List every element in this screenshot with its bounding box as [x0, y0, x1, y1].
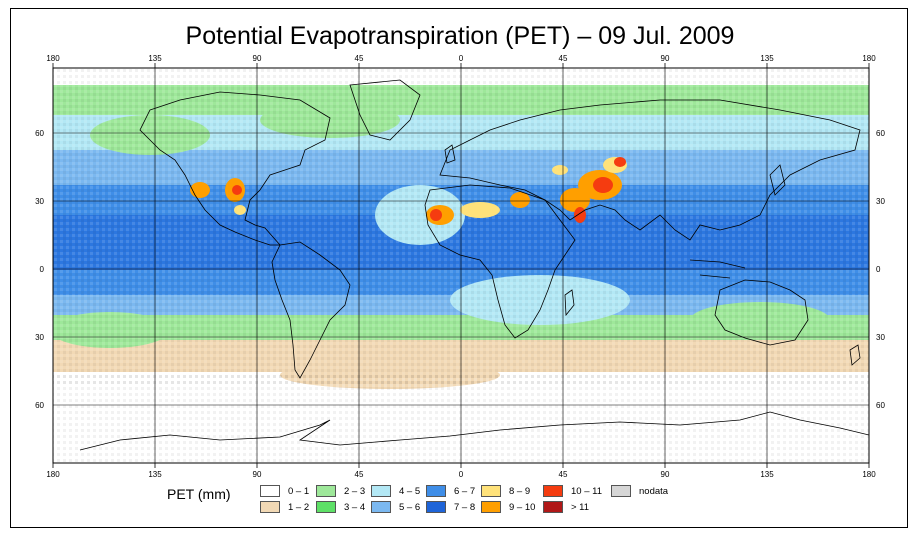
lon-label-top: 180 — [46, 54, 60, 63]
lon-label-top: 90 — [661, 54, 670, 63]
lat-label-right: 60 — [876, 129, 885, 138]
lat-label-right: 60 — [876, 401, 885, 410]
lon-label-top: 135 — [148, 54, 162, 63]
lon-label-bottom: 45 — [355, 470, 364, 479]
lon-label-bottom: 135 — [760, 470, 774, 479]
lon-label-top: 0 — [459, 54, 464, 63]
lon-label-top: 135 — [760, 54, 774, 63]
lon-label-bottom: 45 — [559, 470, 568, 479]
lat-label-left: 60 — [35, 129, 44, 138]
lon-label-bottom: 0 — [459, 470, 464, 479]
map-title: Potential Evapotranspiration (PET) – 09 … — [185, 22, 735, 50]
legend-title: PET (mm) — [167, 486, 231, 502]
lon-label-bottom: 90 — [253, 470, 262, 479]
lat-label-right: 30 — [876, 333, 885, 342]
lat-label-right: 0 — [876, 265, 881, 274]
pet-field — [53, 68, 869, 463]
lon-label-top: 180 — [862, 54, 876, 63]
lat-label-left: 30 — [35, 333, 44, 342]
lon-label-bottom: 180 — [862, 470, 876, 479]
lon-label-bottom: 180 — [46, 470, 60, 479]
lat-label-left: 60 — [35, 401, 44, 410]
tick-marks — [52, 63, 870, 468]
coastlines — [79, 79, 869, 451]
lat-label-right: 30 — [876, 197, 885, 206]
lon-label-top: 90 — [253, 54, 262, 63]
graticule — [53, 68, 869, 463]
lon-label-top: 45 — [355, 54, 364, 63]
lon-label-bottom: 90 — [661, 470, 670, 479]
lon-label-top: 45 — [559, 54, 568, 63]
lon-label-bottom: 135 — [148, 470, 162, 479]
lat-label-left: 30 — [35, 197, 44, 206]
lat-label-left: 0 — [40, 265, 45, 274]
hotspots — [190, 157, 627, 225]
